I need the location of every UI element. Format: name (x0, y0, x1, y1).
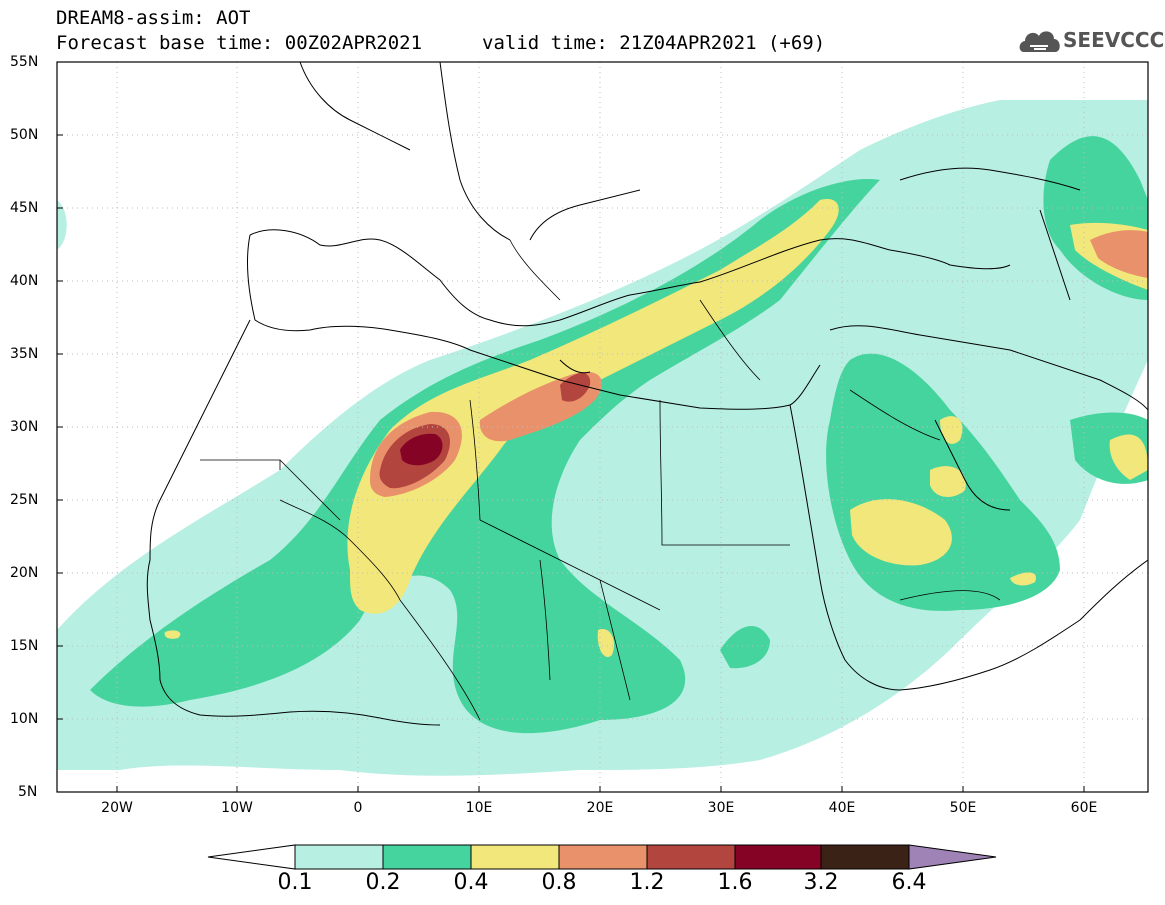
colorbar-swatch (382, 844, 472, 870)
base-time: Forecast base time: 00Z02APR2021 (56, 32, 423, 54)
colorbar-label: 6.4 (891, 870, 927, 895)
lat-label: 25N (10, 492, 39, 508)
lat-label: 35N (10, 346, 39, 362)
colorbar-swatch (734, 844, 822, 870)
lon-label: 20E (586, 800, 614, 816)
axis-ticks (57, 61, 1085, 793)
colorbar-label: 0.2 (365, 870, 401, 895)
lat-label: 5N (18, 784, 38, 800)
colorbar-swatch (294, 844, 384, 870)
colorbar-low-arrow (207, 844, 296, 870)
aot-field (57, 62, 1148, 792)
cloud-icon (1019, 31, 1060, 52)
lat-label: 50N (10, 127, 39, 143)
lat-label: 40N (10, 273, 39, 289)
lat-label: 20N (10, 565, 39, 581)
lat-label: 30N (10, 419, 39, 435)
lon-label: 0 (353, 800, 363, 816)
lon-label: 10E (465, 800, 493, 816)
lon-label: 20W (101, 800, 133, 816)
lat-label: 15N (10, 638, 39, 654)
colorbar (207, 844, 997, 870)
valid-time: valid time: 21Z04APR2021 (+69) (482, 32, 826, 54)
lon-label: 10W (221, 800, 253, 816)
lat-label: 55N (10, 54, 39, 70)
lon-label: 40E (828, 800, 856, 816)
colorbar-label: 0.1 (277, 870, 313, 895)
lat-label: 45N (10, 200, 39, 216)
country-borders (200, 239, 1001, 721)
colorbar-label: 1.6 (717, 870, 753, 895)
colorbar-label: 0.8 (541, 870, 577, 895)
colorbar-swatch (646, 844, 736, 870)
colorbar-label: 3.2 (803, 870, 839, 895)
colorbar-swatch (558, 844, 648, 870)
colorbar-swatch (820, 844, 910, 870)
colorbar-swatch (470, 844, 560, 870)
colorbar-high-arrow (908, 844, 997, 870)
grid-lines (57, 62, 1148, 792)
coastlines (146, 62, 1148, 726)
lat-label: 10N (10, 711, 39, 727)
map-title: DREAM8-assim: AOT (56, 7, 251, 29)
lon-label: 30E (707, 800, 735, 816)
lon-label: 50E (949, 800, 977, 816)
lon-label: 60E (1070, 800, 1098, 816)
colorbar-label: 1.2 (629, 870, 665, 895)
logo-text: SEEVCCC (1063, 28, 1165, 52)
colorbar-label: 0.4 (453, 870, 489, 895)
